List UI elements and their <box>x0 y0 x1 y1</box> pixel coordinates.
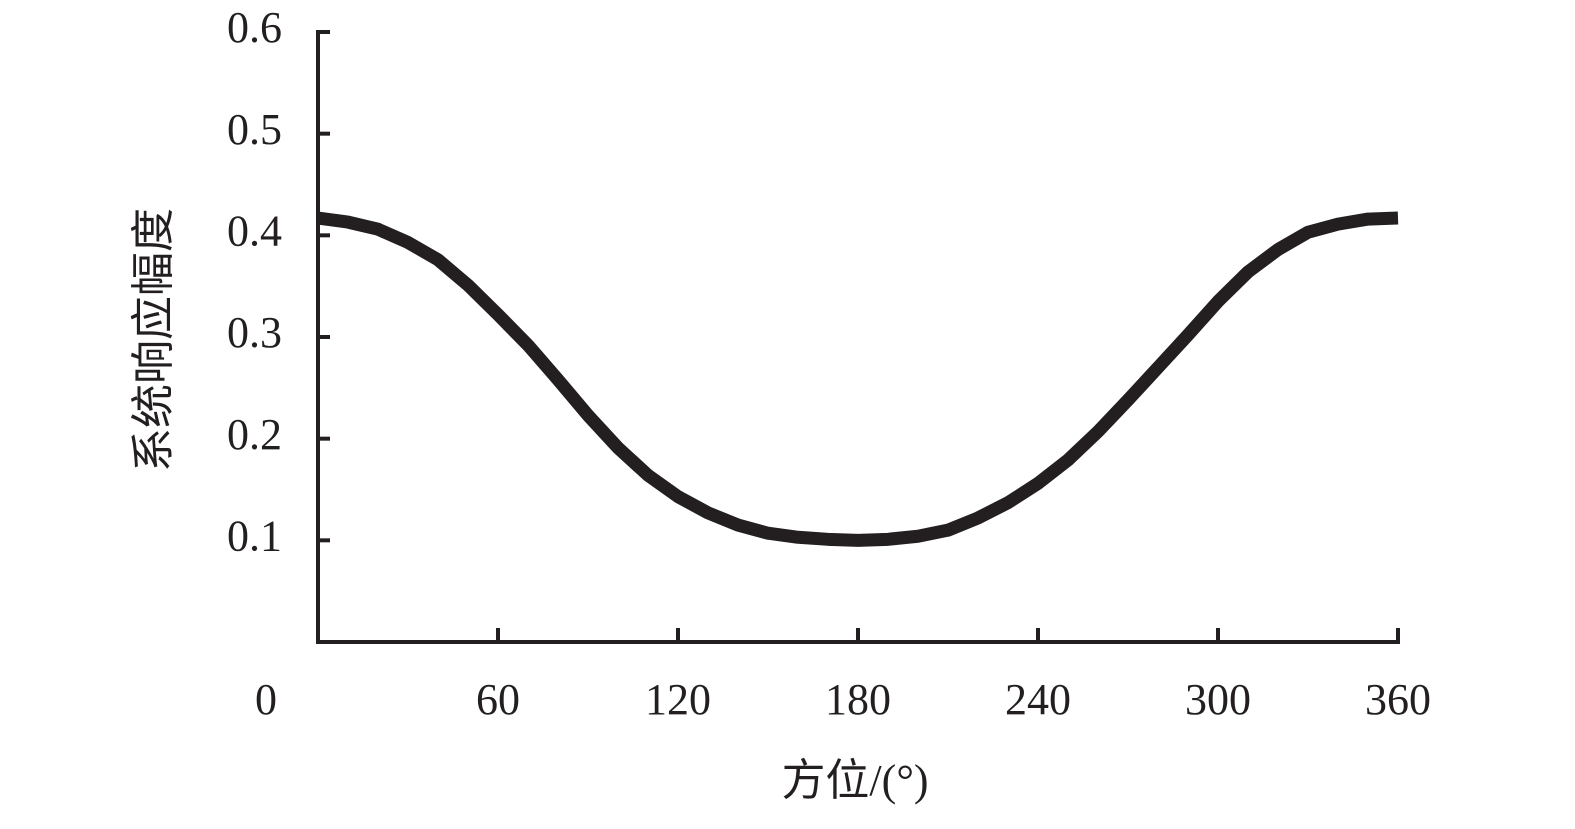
y-tick-label: 0.1 <box>227 511 282 560</box>
x-tick-label: 180 <box>825 675 891 724</box>
y-tick-label: 0.6 <box>227 3 282 52</box>
x-tick-label: 0 <box>255 675 277 724</box>
x-tick-label: 240 <box>1005 675 1071 724</box>
x-tick-label: 120 <box>645 675 711 724</box>
x-tick-label: 360 <box>1365 675 1431 724</box>
y-tick-label: 0.5 <box>227 105 282 154</box>
data-line <box>317 211 1399 547</box>
y-axis-label: 系统响应幅度 <box>129 208 178 472</box>
y-tick-label: 0.2 <box>227 410 282 459</box>
y-tick-label: 0.4 <box>227 206 282 255</box>
y-tick-label: 0.3 <box>227 308 282 357</box>
x-tick-label: 300 <box>1185 675 1251 724</box>
x-tick-label: 60 <box>476 675 520 724</box>
x-axis-label: 方位/(°) <box>781 756 928 805</box>
